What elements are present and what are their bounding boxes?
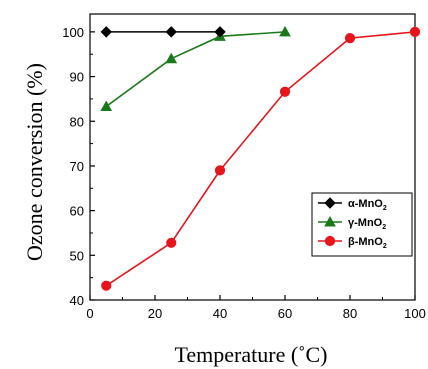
data-point bbox=[214, 165, 226, 176]
plot-area bbox=[89, 13, 421, 301]
y-axis-title: Ozone conversion (%) bbox=[22, 63, 47, 261]
x-tick-label: 20 bbox=[148, 306, 162, 321]
x-tick-label: 0 bbox=[86, 306, 93, 321]
legend-marker bbox=[324, 197, 336, 209]
legend-label: α-MnO2 bbox=[348, 198, 387, 212]
series-line bbox=[105, 31, 416, 287]
series-triangle bbox=[100, 25, 291, 112]
data-point bbox=[279, 25, 291, 37]
data-point bbox=[166, 237, 177, 248]
legend-marker bbox=[324, 235, 336, 247]
x-axis-title: Temperature (˚C) bbox=[175, 342, 328, 367]
legend-marker bbox=[324, 215, 336, 227]
data-point bbox=[344, 33, 356, 44]
x-axis: 0 20 40 60 80 100 bbox=[86, 295, 426, 321]
y-tick-label: 100 bbox=[62, 25, 84, 40]
data-point bbox=[100, 26, 112, 38]
data-point bbox=[101, 280, 112, 291]
data-point bbox=[214, 26, 226, 38]
legend-label: γ-MnO2 bbox=[348, 217, 386, 231]
y-tick-label: 90 bbox=[70, 70, 84, 85]
plot-frame bbox=[89, 13, 416, 301]
x-tick-label: 60 bbox=[278, 306, 292, 321]
y-axis: 40 50 60 70 80 90 100 bbox=[62, 25, 95, 308]
x-tick-label: 80 bbox=[343, 306, 357, 321]
data-point bbox=[100, 100, 113, 112]
y-tick-label: 40 bbox=[70, 293, 84, 308]
legend: α-MnO2 γ-MnO2 β-MnO2 bbox=[311, 192, 413, 257]
y-tick-label: 50 bbox=[70, 248, 84, 263]
x-tick-label: 100 bbox=[404, 306, 426, 321]
data-point bbox=[165, 52, 178, 64]
data-point bbox=[165, 26, 177, 38]
series-diamond bbox=[100, 26, 226, 38]
y-tick-label: 60 bbox=[70, 204, 84, 219]
y-tick-label: 70 bbox=[70, 159, 84, 174]
data-point bbox=[409, 26, 421, 37]
series-circle bbox=[101, 26, 421, 291]
legend-label: β-MnO2 bbox=[348, 236, 387, 250]
series-line bbox=[105, 31, 286, 108]
data-point bbox=[279, 86, 291, 97]
y-tick-label: 80 bbox=[70, 114, 84, 129]
x-tick-label: 40 bbox=[213, 306, 227, 321]
